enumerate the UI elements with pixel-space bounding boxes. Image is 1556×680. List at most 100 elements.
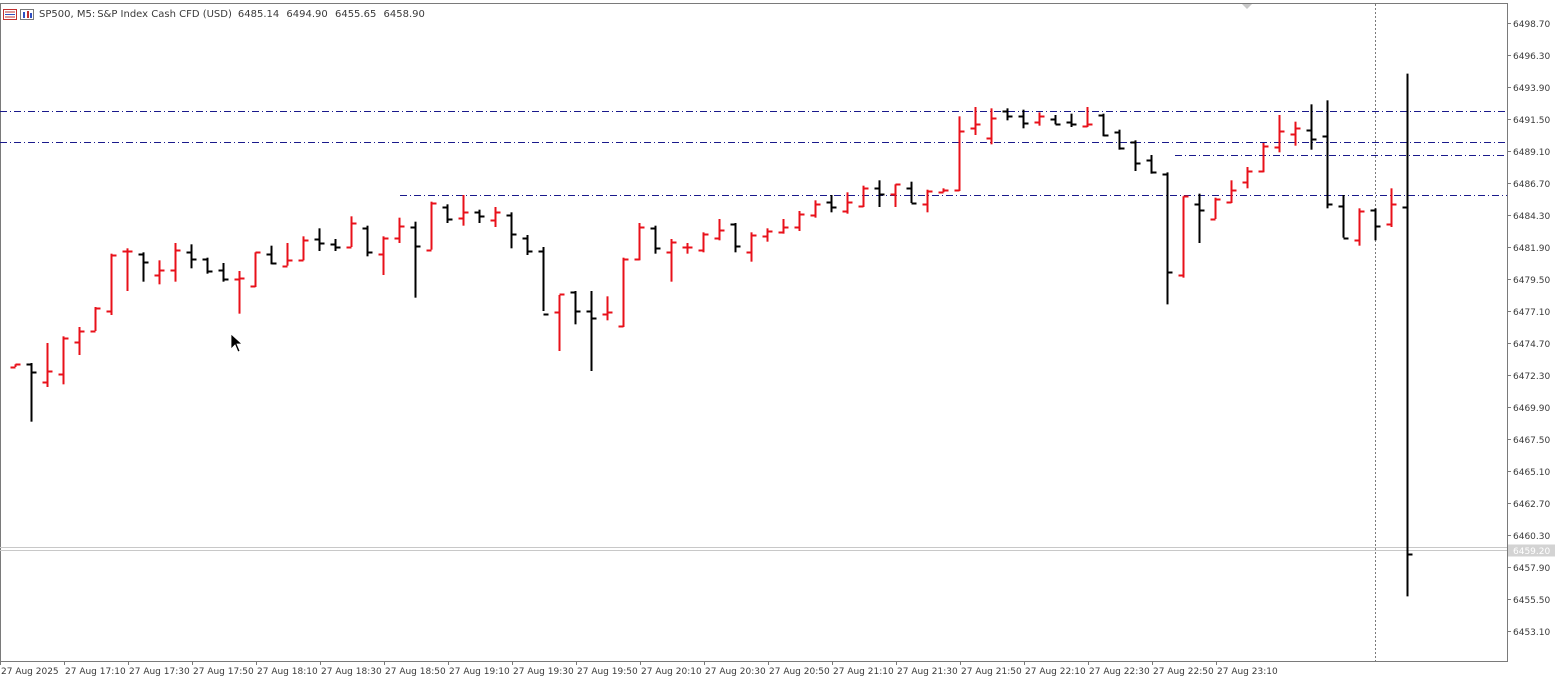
ohlc-bar [26,363,37,422]
ohlc-bar [346,216,357,249]
ohlc-bar [778,219,789,234]
x-tick-label: 27 Aug 17:50 [193,667,254,677]
ohlc-bar [378,236,389,275]
y-tick-label: 6484.30 [1513,212,1550,222]
ohlc-bar [666,239,677,282]
ohlc-bar [218,263,229,282]
ohlc-bar [954,116,965,192]
ohlc-bar [490,207,501,227]
ohlc-bar [1114,129,1125,150]
x-tick-label: 27 Aug 20:10 [641,667,702,677]
ohlc-bar [874,180,885,207]
ohlc-bar [234,271,245,314]
ohlc-bar [1130,140,1141,171]
ohlc-bar [650,225,661,254]
ohlc-bar [1162,172,1173,305]
ohlc-bar [826,195,837,213]
ohlc-bar [474,209,485,223]
ohlc-bar [1274,115,1285,153]
x-tick-label: 27 Aug 2025 [1,667,59,677]
ohlc-bar [10,363,21,369]
y-tick-label: 6491.50 [1513,116,1550,126]
ohlc-bar [1242,167,1253,189]
chart-header: SP500, M5: S&P Index Cash CFD (USD) 6485… [3,7,429,21]
ohlc-bar [1098,113,1109,137]
symbol-description: S&P Index Cash CFD (USD) [97,8,232,20]
ohlc-bar [1034,112,1045,126]
ohlc-bar [394,217,405,243]
ohlc-bar [330,239,341,251]
x-tick-label: 27 Aug 20:30 [705,667,766,677]
ohlc-bar [1290,121,1301,146]
ohlc-bar [1082,107,1093,128]
ohlc-bar [634,223,645,261]
ohlc-bar [1338,195,1349,240]
current-price-tag-label: 6459.20 [1513,547,1550,557]
ohlc-bar [682,243,693,254]
ohlc-bar [554,293,565,351]
ohlc-bar [1210,197,1221,221]
y-tick-label: 6460.30 [1513,532,1550,542]
indicator-icon[interactable] [20,8,34,20]
ohlc-bar [426,201,437,252]
ohlc-bar [314,228,325,251]
ohlc-bar [1322,100,1333,209]
ohlc-bar [858,185,869,208]
ohlc-bar [362,225,373,257]
ohlc-bar [458,195,469,226]
ohlc-bar [890,183,901,207]
y-tick-label: 6472.30 [1513,372,1550,382]
ohlc-bar [154,260,165,285]
ohlc-bar [938,188,949,194]
y-tick-label: 6481.90 [1513,244,1550,254]
ohlc-bar [122,248,133,291]
ohlc-bar [922,189,933,213]
ohlc-bar [1018,109,1029,129]
x-tick-label: 27 Aug 19:30 [513,667,574,677]
ohlc-bar [202,257,213,274]
ohlc-bar [1066,113,1077,127]
plot-frame [0,3,1508,662]
x-tick-label: 27 Aug 17:10 [65,667,126,677]
ohlc-bar [186,244,197,269]
x-tick-label: 27 Aug 22:30 [1089,667,1150,677]
ohlc-bar [138,252,149,282]
ohlc-bar [74,327,85,355]
y-tick-label: 6486.70 [1513,180,1550,190]
ohlc-bar [794,211,805,231]
y-tick-label: 6453.10 [1513,628,1550,638]
ohlc-bar [906,181,917,205]
y-tick-label: 6496.30 [1513,52,1550,62]
ohlc-bar [970,107,981,135]
ohlc-bar [1354,208,1365,246]
low-value: 6455.65 [334,8,377,20]
ohlc-bar [442,204,453,223]
x-tick-label: 27 Aug 19:50 [577,667,638,677]
y-tick-label: 6477.10 [1513,308,1550,318]
ohlc-bar [1194,193,1205,243]
symbol-label: SP500, M5: [39,8,96,20]
y-tick-label: 6465.10 [1513,468,1550,478]
ohlc-bar [570,291,581,325]
chart-settings-icon[interactable] [3,8,17,20]
ohlc-bar [282,243,293,268]
y-tick-label: 6462.70 [1513,500,1550,510]
x-tick-label: 27 Aug 23:10 [1217,667,1278,677]
ohlc-bar [1402,73,1413,597]
y-tick-label: 6455.50 [1513,596,1550,606]
ohlc-bar [106,253,117,315]
x-tick-label: 27 Aug 17:30 [129,667,190,677]
ohlc-bar [746,232,757,262]
chart-shift-marker [1242,4,1252,9]
ohlc-bar [1258,143,1269,173]
ohlc-bar [538,247,549,316]
x-tick-label: 27 Aug 22:50 [1153,667,1214,677]
y-tick-label: 6469.90 [1513,404,1550,414]
x-tick-label: 27 Aug 22:10 [1025,667,1086,677]
x-tick-label: 27 Aug 20:50 [769,667,830,677]
ohlc-bar [170,243,181,282]
ohlc-bar [986,108,997,145]
ohlc-bar [714,219,725,241]
